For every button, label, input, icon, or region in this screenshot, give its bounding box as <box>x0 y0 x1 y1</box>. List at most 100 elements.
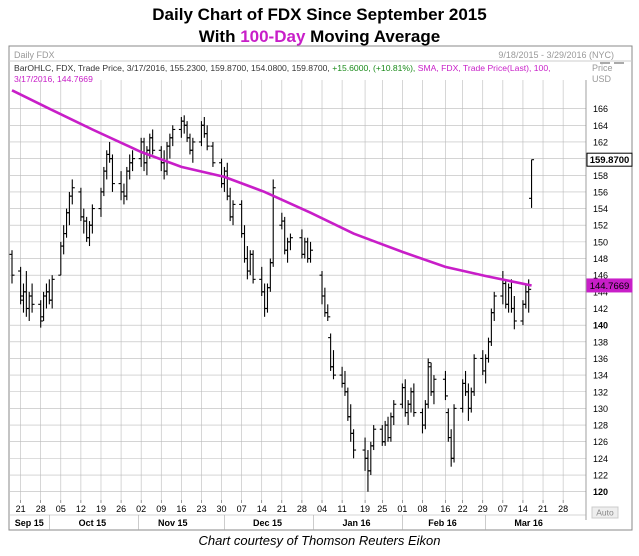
ohlc-bar <box>287 233 293 251</box>
axis-value-labels: 159.8700 144.7669 <box>586 152 633 293</box>
y-tick-label: 140 <box>593 321 608 331</box>
y-tick-label: 128 <box>593 421 608 431</box>
panel-date-range: 9/18/2015 - 3/29/2016 (NYC) <box>498 50 614 60</box>
ohlc-bar <box>130 150 136 172</box>
auto-scale-button[interactable]: Auto <box>591 506 619 519</box>
ohlc-bar <box>109 154 115 192</box>
x-tick-label: 28 <box>36 504 46 514</box>
y-tick-label: 154 <box>593 204 608 214</box>
month-label: Feb 16 <box>428 518 457 528</box>
sma-100-line <box>11 89 532 287</box>
chart-footer-credit: Chart courtesy of Thomson Reuters Eikon <box>198 533 441 548</box>
title-highlight: 100-Day <box>240 27 306 46</box>
title-line-2-suffix: Moving Average <box>305 27 441 46</box>
y-tick-label: 166 <box>593 104 608 114</box>
auto-scale-label[interactable]: Auto <box>596 508 614 518</box>
y-tick-label: 142 <box>593 304 608 314</box>
ohlc-bar <box>491 291 497 321</box>
x-tick-label: 07 <box>237 504 247 514</box>
ohlc-bar <box>250 250 256 284</box>
ohlc-bar <box>49 275 55 309</box>
ohlc-bar <box>511 296 517 330</box>
x-tick-label: 21 <box>538 504 548 514</box>
ohlc-bar <box>170 125 176 147</box>
ohlc-info-line: BarOHLC, FDX, Trade Price, 3/17/2016, 15… <box>14 63 551 73</box>
price-axis-label: Price <box>592 63 613 73</box>
month-label: Mar 16 <box>514 518 543 528</box>
title-line-2: With 100-Day Moving Average <box>0 26 639 48</box>
currency-axis-label: USD <box>592 74 612 84</box>
x-tick-label: 30 <box>217 504 227 514</box>
y-tick-label: 162 <box>593 137 608 147</box>
ohlc-bar <box>18 266 24 305</box>
x-tick-label: 04 <box>317 504 327 514</box>
x-tick-label: 28 <box>297 504 307 514</box>
ohlc-info-change: +15.6000, (+10.81%), <box>332 63 415 73</box>
y-tick-label: 122 <box>593 471 608 481</box>
y-tick-label: 130 <box>593 404 608 414</box>
sma-info-value: 3/17/2016, 144.7669 <box>14 74 93 84</box>
x-tick-label: 02 <box>136 504 146 514</box>
ohlc-bars <box>9 115 535 492</box>
ohlc-bar <box>471 354 477 396</box>
x-tick-label: 14 <box>518 504 528 514</box>
ohlc-bar <box>325 304 331 321</box>
ohlc-bar <box>69 179 75 205</box>
ohlc-bar <box>150 129 156 155</box>
ohlc-bar <box>391 400 397 426</box>
ohlc-bar <box>351 429 357 459</box>
x-tick-label: 14 <box>257 504 267 514</box>
ohlc-bar <box>9 250 15 284</box>
y-tick-label: 136 <box>593 354 608 364</box>
ohlc-bar <box>190 137 196 163</box>
ohlc-bar <box>451 404 457 463</box>
y-tick-label: 120 <box>593 487 608 497</box>
y-tick-label: 132 <box>593 387 608 397</box>
y-tick-label: 152 <box>593 221 608 231</box>
month-label: Jan 16 <box>342 518 370 528</box>
month-label: Nov 15 <box>158 518 188 528</box>
y-tick-label: 158 <box>593 171 608 181</box>
x-tick-label: 19 <box>360 504 370 514</box>
ohlc-info-values: BarOHLC, FDX, Trade Price, 3/17/2016, 15… <box>14 63 332 73</box>
sma-value-label: 144.7669 <box>590 281 630 292</box>
x-tick-label: 07 <box>498 504 508 514</box>
x-tick-label: 25 <box>377 504 387 514</box>
x-tick-label: 23 <box>196 504 206 514</box>
y-tick-label: 150 <box>593 237 608 247</box>
x-tick-label: 21 <box>277 504 287 514</box>
last-price-label: 159.8700 <box>590 155 630 166</box>
last-price-box <box>586 152 633 167</box>
y-tick-label: 146 <box>593 271 608 281</box>
y-axis: 1201221241261281301321341361381401421441… <box>585 80 608 520</box>
x-tick-label: 28 <box>558 504 568 514</box>
ohlc-bar <box>204 125 210 151</box>
ohlc-bar <box>270 179 276 267</box>
x-tick-label: 29 <box>478 504 488 514</box>
month-label: Oct 15 <box>79 518 107 528</box>
ohlc-bar <box>230 200 236 226</box>
title-line-1: Daily Chart of FDX Since September 2015 <box>152 5 487 24</box>
ohlc-bar <box>431 375 437 405</box>
x-tick-label: 05 <box>56 504 66 514</box>
ohlc-bar <box>210 141 216 167</box>
y-tick-label: 126 <box>593 437 608 447</box>
ohlc-bar <box>38 300 44 328</box>
x-tick-label: 12 <box>76 504 86 514</box>
x-tick-label: 21 <box>16 504 26 514</box>
sma-info-label: SMA, FDX, Trade Price(Last), 100, <box>415 63 550 73</box>
y-tick-label: 124 <box>593 454 608 464</box>
panel-name: Daily FDX <box>14 50 55 60</box>
x-tick-label: 08 <box>417 504 427 514</box>
y-tick-label: 156 <box>593 187 608 197</box>
x-tick-label: 19 <box>96 504 106 514</box>
y-tick-label: 134 <box>593 371 608 381</box>
ohlc-bar <box>371 425 377 451</box>
ohlc-bar <box>330 350 336 380</box>
month-label: Dec 15 <box>253 518 282 528</box>
y-tick-label: 164 <box>593 121 608 131</box>
ohlc-bar <box>411 383 417 417</box>
ohlc-bar <box>529 159 535 208</box>
x-tick-label: 09 <box>156 504 166 514</box>
